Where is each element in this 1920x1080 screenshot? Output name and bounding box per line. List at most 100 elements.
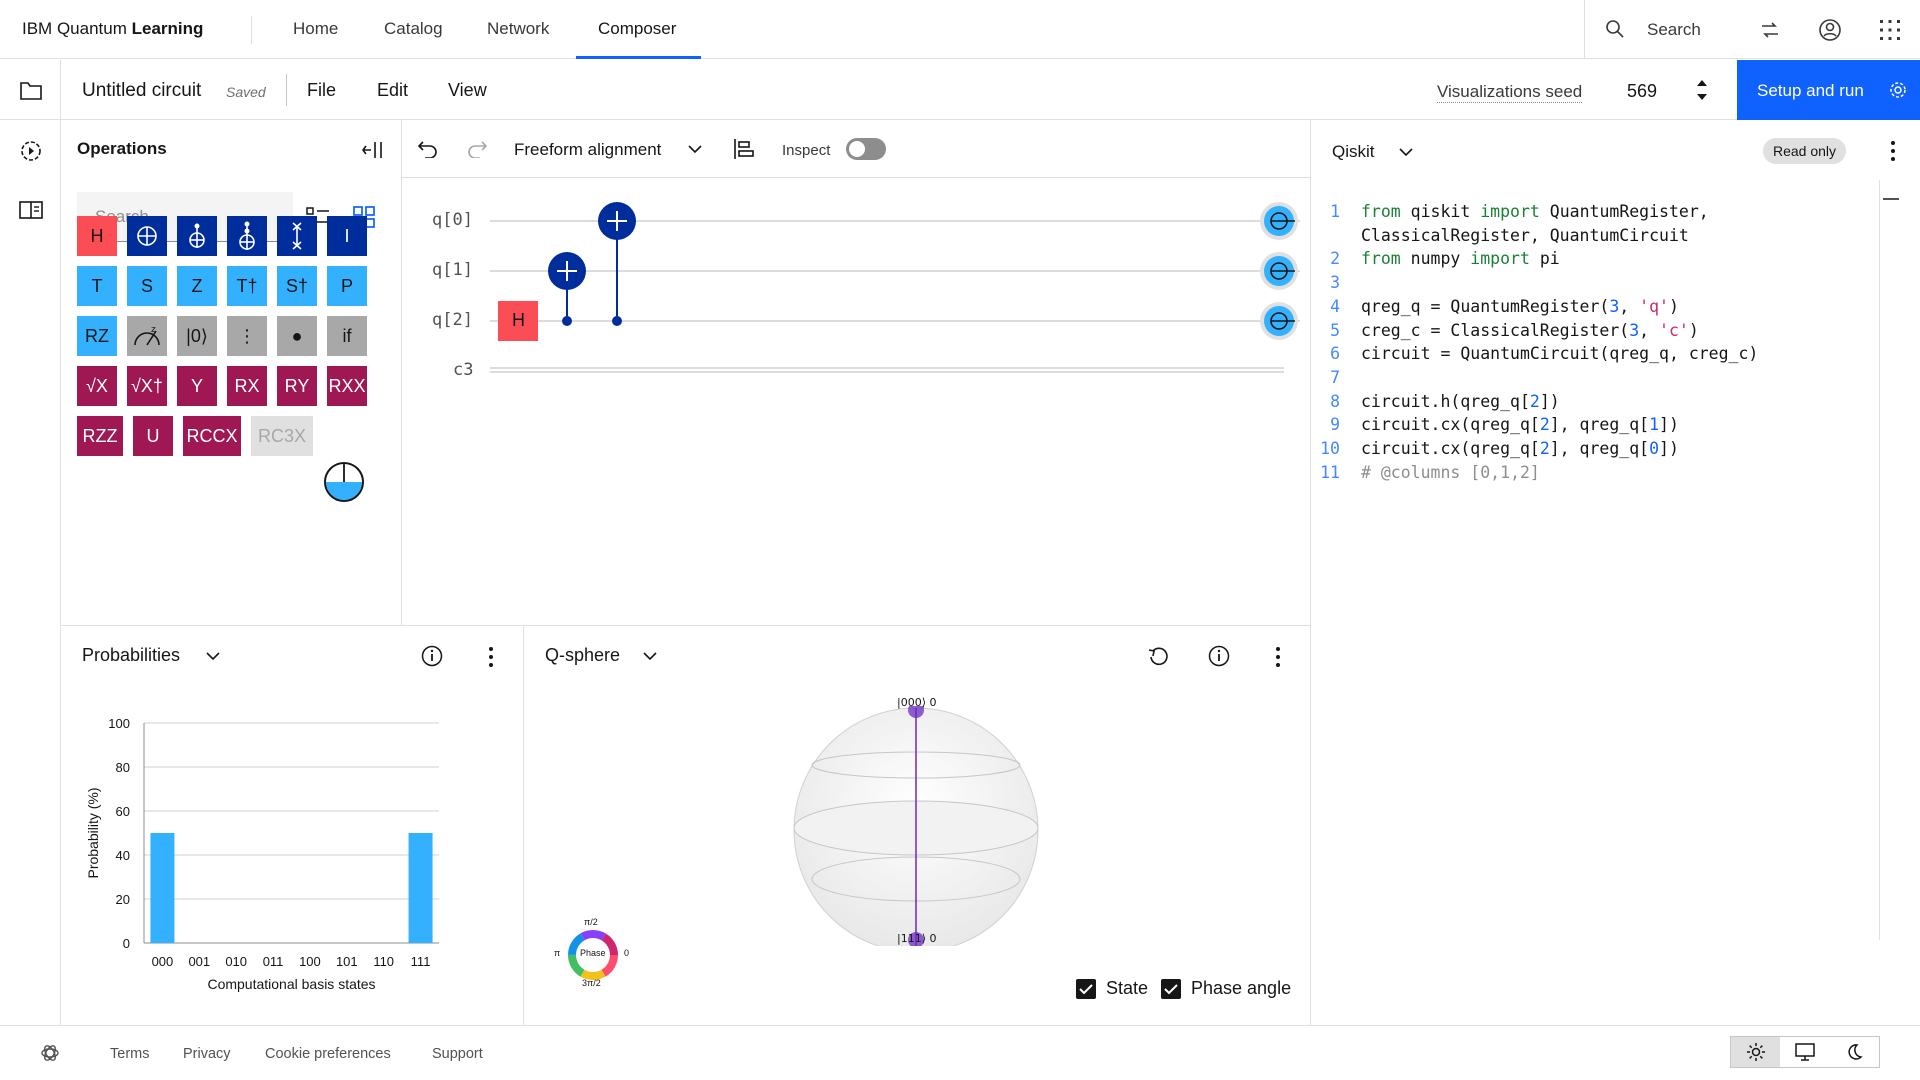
inspect-toggle[interactable] <box>846 138 886 160</box>
gate-rx[interactable]: RX <box>227 366 267 406</box>
code-line: 10 circuit.cx(qreg_q[2], qreg_q[0]) <box>1311 437 1758 461</box>
nav-item-home[interactable]: Home <box>293 19 339 38</box>
gate-ccx[interactable] <box>227 216 267 256</box>
footer-link-terms[interactable]: Terms <box>110 1046 150 1062</box>
nav-search[interactable]: Search <box>1584 0 1739 59</box>
jobs-history-icon[interactable] <box>19 139 43 163</box>
nav-item-catalog[interactable]: Catalog <box>384 19 443 38</box>
gate--x[interactable]: √X <box>77 366 117 406</box>
gate-s-[interactable]: S† <box>277 266 317 306</box>
docs-panel-icon[interactable] <box>19 200 43 220</box>
nav-item-composer[interactable]: Composer <box>598 19 677 38</box>
qsphere-title[interactable]: Q-sphere <box>545 645 621 665</box>
x-tick-label: 000 <box>152 954 174 969</box>
nav-divider <box>251 16 252 44</box>
phase-left-label: π <box>554 948 561 958</box>
footer-link-support[interactable]: Support <box>432 1046 483 1062</box>
reset-view-icon[interactable] <box>1148 645 1170 667</box>
gate--0-[interactable]: |0⟩ <box>177 316 217 356</box>
gate-p[interactable]: P <box>327 266 367 306</box>
gate-t-[interactable]: T† <box>227 266 267 306</box>
undo-icon[interactable] <box>417 138 439 158</box>
code-language-dropdown[interactable]: Qiskit <box>1332 142 1375 161</box>
gate-rz[interactable]: RZ <box>77 316 117 356</box>
chevron-down-icon[interactable] <box>1399 147 1413 157</box>
gate-toffoli[interactable] <box>177 216 217 256</box>
menu-file[interactable]: File <box>307 80 337 100</box>
gate-rccx[interactable]: RCCX <box>183 416 241 456</box>
seed-stepper-icon[interactable] <box>1695 76 1709 104</box>
gate-rc3x[interactable]: RC3X <box>251 416 313 456</box>
theme-dark-button[interactable] <box>1830 1037 1879 1067</box>
theme-light-button[interactable] <box>1731 1037 1781 1067</box>
gate-rzz[interactable]: RZZ <box>77 416 123 456</box>
gate-cnot[interactable] <box>127 216 167 256</box>
seed-value[interactable]: 569 <box>1627 81 1658 101</box>
code-editor[interactable]: 1 from qiskit import QuantumRegister, Clas… <box>1311 200 1758 484</box>
qubit-label-q1: q[1] <box>432 260 473 280</box>
footer-link-privacy[interactable]: Privacy <box>183 1046 231 1062</box>
gate-s[interactable]: S <box>127 266 167 306</box>
gate-t[interactable]: T <box>77 266 117 306</box>
state-checkbox[interactable] <box>1076 979 1096 999</box>
gate-swap[interactable] <box>277 216 317 256</box>
app-switcher-icon[interactable] <box>1878 18 1902 42</box>
gate--[interactable]: ● <box>277 316 317 356</box>
overflow-menu-icon[interactable] <box>1890 140 1896 162</box>
user-avatar-icon[interactable] <box>1818 18 1842 42</box>
code-token: from <box>1361 249 1401 269</box>
overflow-menu-icon[interactable] <box>1275 646 1281 668</box>
gate-if[interactable]: if <box>327 316 367 356</box>
code-scrollbar-track[interactable] <box>1879 180 1880 940</box>
gate-u[interactable]: U <box>133 416 173 456</box>
code-token: from <box>1361 202 1401 221</box>
code-token: 2 <box>1529 391 1540 411</box>
phase-angle-checkbox[interactable] <box>1161 979 1181 999</box>
chevron-down-icon[interactable] <box>643 651 657 661</box>
setup-and-run-button[interactable]: Setup and run <box>1737 60 1920 120</box>
menu-view[interactable]: View <box>448 80 487 100</box>
chevron-down-icon[interactable] <box>206 651 220 661</box>
overflow-menu-icon[interactable] <box>488 646 494 668</box>
left-align-icon[interactable] <box>733 138 755 160</box>
qsphere-visualization[interactable] <box>774 706 1054 946</box>
gate--x-[interactable]: √X† <box>127 366 167 406</box>
gate-y[interactable]: Y <box>177 366 217 406</box>
gate-rxx[interactable]: RXX <box>327 366 367 406</box>
alignment-dropdown[interactable]: Freeform alignment <box>514 140 662 159</box>
gate-measure-z[interactable]: z <box>127 316 167 356</box>
gate-z[interactable]: Z <box>177 266 217 306</box>
h-gate[interactable] <box>498 301 538 341</box>
info-icon[interactable] <box>1208 645 1230 667</box>
phase-disk-gate[interactable] <box>323 461 365 503</box>
circuit-name[interactable]: Untitled circuit <box>82 80 202 101</box>
code-scrollbar-thumb[interactable] <box>1883 198 1899 200</box>
footer-link-cookie-preferences[interactable]: Cookie preferences <box>265 1046 391 1062</box>
nav-item-network[interactable]: Network <box>487 19 550 38</box>
nav-search-label: Search <box>1647 20 1701 39</box>
code-token: creg_c = ClassicalRegister( <box>1361 320 1630 340</box>
cnot-gate-q2-q0[interactable] <box>598 202 636 326</box>
qubit-state-disk-q0[interactable] <box>1260 202 1298 240</box>
line-number: 10 <box>1320 439 1340 459</box>
gate-h[interactable]: H <box>77 216 117 256</box>
gate-label: T <box>91 275 103 296</box>
folder-icon[interactable] <box>19 80 43 102</box>
info-icon[interactable] <box>421 645 443 667</box>
quantum-logo-icon[interactable] <box>40 1044 60 1062</box>
probabilities-title[interactable]: Probabilities <box>82 645 181 665</box>
gate-label: Y <box>190 375 203 396</box>
gate-ry[interactable]: RY <box>277 366 317 406</box>
menu-edit[interactable]: Edit <box>377 80 409 100</box>
qubit-state-disk-q1[interactable] <box>1260 252 1298 290</box>
cnot-gate-q2-q1[interactable] <box>548 252 586 326</box>
collapse-panel-icon[interactable] <box>362 140 384 160</box>
gate--[interactable]: ⋮ <box>227 316 267 356</box>
theme-system-button[interactable] <box>1780 1037 1829 1067</box>
chevron-down-icon[interactable] <box>688 144 702 154</box>
switch-account-icon[interactable] <box>1758 18 1782 42</box>
gate-i[interactable]: I <box>327 216 367 256</box>
qubit-state-disk-q2[interactable] <box>1260 302 1298 340</box>
brand-logo[interactable]: IBM Quantum Learning <box>22 19 203 39</box>
redo-icon[interactable] <box>466 138 488 158</box>
